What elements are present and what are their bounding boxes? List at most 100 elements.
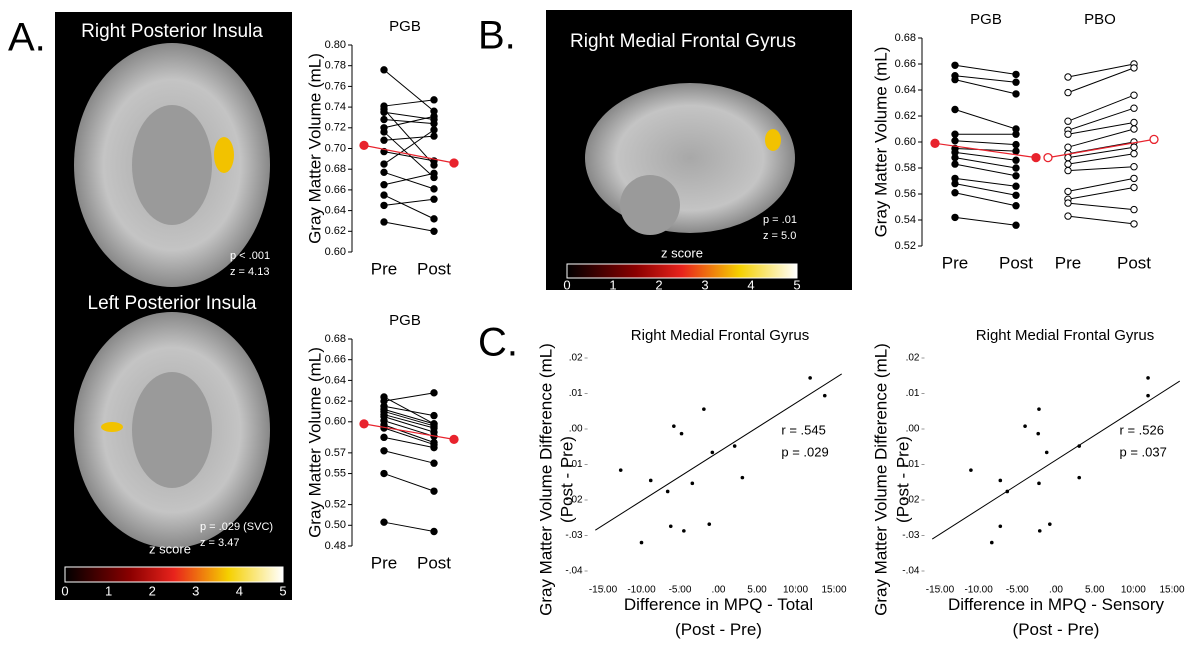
image-stat: z = 3.47 <box>200 537 239 549</box>
subject-point <box>1065 188 1071 194</box>
subject-line <box>384 195 434 219</box>
y-tick-label: 0.64 <box>325 374 346 386</box>
mean-line <box>1048 139 1154 157</box>
y-tick-label: 0.60 <box>325 416 346 428</box>
y-tick-label: .01 <box>906 388 920 399</box>
subject-line <box>955 193 1016 206</box>
subject-line <box>1068 108 1134 130</box>
subject-point <box>1065 154 1071 160</box>
subject-point <box>1013 141 1019 147</box>
y-axis-label: Gray Matter Volume (mL) <box>871 47 890 238</box>
figure: A. B. C. Right Posterior Insula p < .001… <box>0 0 1199 645</box>
y-tick-label: 0.68 <box>895 32 916 44</box>
subject-point <box>952 106 958 112</box>
subject-point <box>1013 173 1019 179</box>
subject-point <box>381 109 387 115</box>
x-tick-label: -10.00 <box>627 584 656 595</box>
subject-line <box>384 451 434 463</box>
brain-core <box>132 105 212 225</box>
activation <box>101 422 123 432</box>
y-tick-label: 0.57 <box>325 447 346 459</box>
subject-point <box>1131 221 1137 227</box>
colorbar-tick-label: 3 <box>701 277 708 292</box>
point <box>682 529 686 533</box>
mean-point <box>931 139 939 147</box>
subject-line <box>384 199 434 205</box>
subject-line <box>384 397 434 424</box>
subject-line <box>1068 64 1134 77</box>
y-tick-label: 0.78 <box>325 60 346 72</box>
y-tick-label: 0.52 <box>325 499 346 511</box>
mean-point <box>450 435 458 443</box>
y-tick-label: .01 <box>569 388 583 399</box>
y-tick-label: 0.62 <box>325 225 346 237</box>
point <box>1045 451 1049 455</box>
x-tick-label: .00 <box>712 584 726 595</box>
annotation: r = .526 <box>1120 422 1164 437</box>
subject-point <box>381 161 387 167</box>
point <box>707 522 711 526</box>
subject-line <box>955 65 1016 74</box>
subject-point <box>431 528 437 534</box>
image-stat: p = .01 <box>763 214 797 226</box>
mean-line <box>364 424 454 440</box>
subject-point <box>1013 165 1019 171</box>
subject-point <box>1065 118 1071 124</box>
brain-slice <box>585 83 795 233</box>
subject-point <box>1065 213 1071 219</box>
subject-line <box>955 164 1016 176</box>
y-axis-label: (Post - Pre) <box>893 436 912 523</box>
y-tick-label: 0.74 <box>325 101 346 113</box>
x-axis-label: (Post - Pre) <box>1013 620 1100 639</box>
x-tick-label: -5.00 <box>1006 584 1029 595</box>
subject-point <box>1131 144 1137 150</box>
y-tick-label: -.03 <box>902 530 920 541</box>
x-tick-label: -15.00 <box>589 584 618 595</box>
colorbar-tick-label: 5 <box>279 583 286 598</box>
subject-point <box>952 62 958 68</box>
x-tick-label: 15.00 <box>821 584 846 595</box>
point <box>649 479 653 483</box>
group-title: PBO <box>1084 11 1116 28</box>
point <box>672 424 676 428</box>
subject-point <box>381 129 387 135</box>
subject-point <box>952 214 958 220</box>
subject-line <box>1068 203 1134 210</box>
mean-point <box>1032 154 1040 162</box>
subject-point <box>431 412 437 418</box>
subject-line <box>955 110 1016 130</box>
subject-point <box>431 120 437 126</box>
y-tick-label: 0.66 <box>895 58 916 70</box>
point <box>669 524 673 528</box>
point <box>733 444 737 448</box>
y-tick-label: .00 <box>906 424 920 435</box>
subject-line <box>955 80 1016 94</box>
colorbar <box>65 567 283 582</box>
image-title: Right Posterior Insula <box>81 21 263 42</box>
x-tick-label: Post <box>999 253 1033 272</box>
y-tick-label: .02 <box>569 353 583 364</box>
x-tick-label: Pre <box>942 253 968 272</box>
activation <box>214 137 234 173</box>
panel-label: A. <box>8 16 46 60</box>
subject-point <box>952 180 958 186</box>
y-axis-label: (Post - Pre) <box>557 436 576 523</box>
subject-point <box>431 488 437 494</box>
mean-point <box>360 141 368 149</box>
subject-line <box>384 222 434 231</box>
x-tick-label: Pre <box>371 259 397 278</box>
point <box>1048 522 1052 526</box>
subject-point <box>1131 119 1137 125</box>
subject-point <box>1065 167 1071 173</box>
point <box>969 468 973 472</box>
point <box>1037 482 1041 486</box>
x-axis-label: Difference in MPQ - Sensory <box>948 595 1165 614</box>
subject-point <box>381 169 387 175</box>
y-axis-label: Gray Matter Volume Difference (mL) <box>536 343 555 616</box>
subject-line <box>1068 95 1134 121</box>
annotation: p = .037 <box>1120 444 1167 459</box>
mean-line <box>364 145 454 163</box>
point <box>823 394 827 398</box>
x-tick-label: 10.00 <box>1121 584 1146 595</box>
colorbar-tick-label: 1 <box>105 583 112 598</box>
